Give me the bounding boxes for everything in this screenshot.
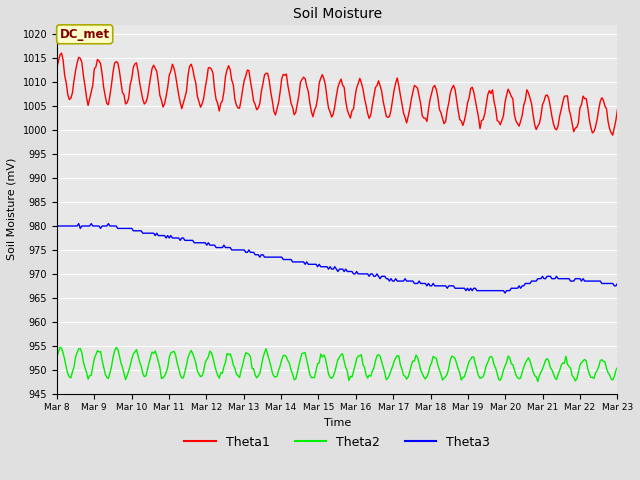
Theta3 [586,278,593,284]
Theta1 [53,65,61,71]
Theta1 [58,50,65,56]
Line: Theta1: Theta1 [57,53,618,135]
Theta1 [584,105,591,110]
Text: DC_met: DC_met [60,28,110,41]
Theta2 [53,354,61,360]
Theta3 [614,281,621,287]
Y-axis label: Soil Moisture (mV): Soil Moisture (mV) [7,158,17,261]
Theta1 [124,100,131,106]
Line: Theta2: Theta2 [57,347,618,382]
Theta1 [250,98,257,104]
Theta2 [250,366,257,372]
Theta3 [75,221,83,227]
Theta2 [221,360,229,365]
Theta3 [501,290,509,296]
Theta1 [221,73,229,79]
Theta2 [614,365,621,371]
Theta3 [241,247,248,253]
Title: Soil Moisture: Soil Moisture [292,7,381,21]
Theta2 [241,355,248,361]
Theta1 [614,107,621,113]
Theta2 [586,371,593,377]
Theta3 [53,223,61,229]
Theta1 [241,78,248,84]
Theta2 [124,373,131,379]
Theta3 [221,245,229,251]
Legend: Theta1, Theta2, Theta3: Theta1, Theta2, Theta3 [179,431,495,454]
X-axis label: Time: Time [323,418,351,428]
Theta2 [534,379,541,384]
Theta2 [300,350,307,356]
Theta3 [300,259,307,265]
Theta1 [609,132,616,138]
Theta1 [300,74,307,80]
Line: Theta3: Theta3 [57,224,618,293]
Theta3 [250,250,257,255]
Theta2 [56,344,64,350]
Theta3 [124,226,131,231]
